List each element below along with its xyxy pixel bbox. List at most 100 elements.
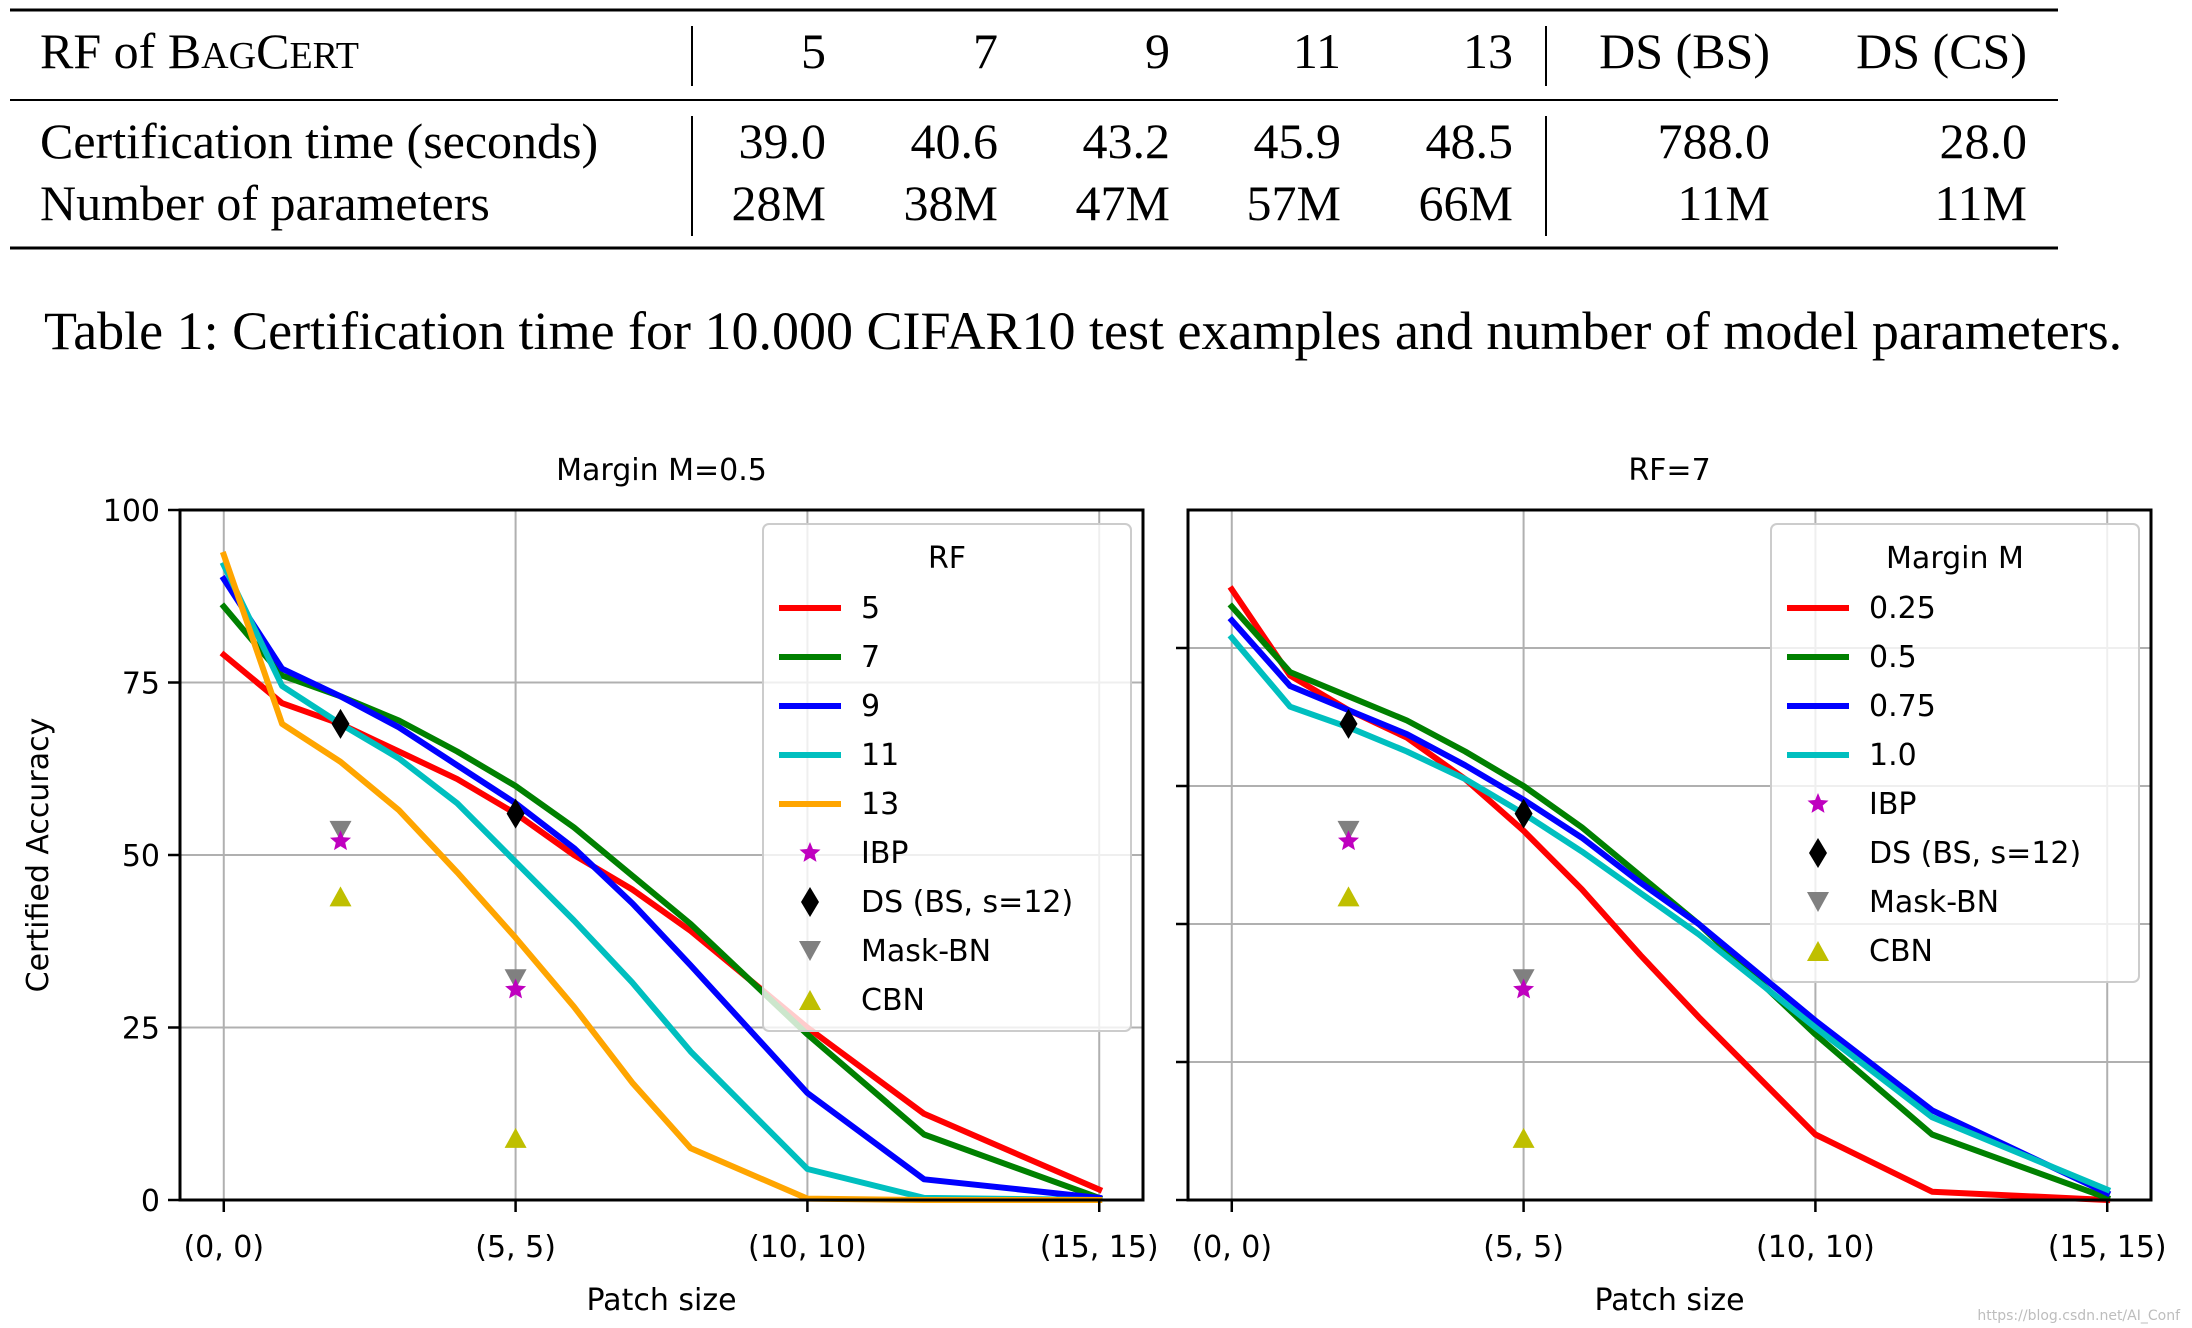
series-line-11 [219,561,1103,1204]
table-cell: 43.2 [1083,113,1171,169]
legend-label: CBN [1869,934,1933,969]
legend-ds-marker [801,887,819,917]
chart-title: RF=7 [1628,453,1710,488]
table-header-col: 11 [1293,23,1341,79]
table-header-col: 9 [1145,23,1170,79]
table-cell: 39.0 [739,113,827,169]
figure-plots: (0, 0) (5, 5) (10, 10) (15, 15) 0 25 50 75 100 Ma… [0,430,2192,1328]
table-cell: 47M [1076,175,1170,231]
y-axis-label: Certified Accuracy [21,718,56,993]
legend-label: 0.5 [1869,640,1917,675]
x-axis-label: Patch size [1594,1283,1744,1318]
legend-cbn-marker [799,990,821,1010]
table-cell: 57M [1247,175,1341,231]
legend-label: Mask-BN [1869,885,1999,920]
legend-label: 9 [861,689,880,724]
table-cell: 38M [904,175,998,231]
legend-label: 0.25 [1869,591,1936,626]
legend-label: 13 [861,787,899,822]
legend-label: 5 [861,591,880,626]
x-tick-label: (10, 10) [748,1230,867,1265]
legend-label: DS (BS, s=12) [861,885,1073,920]
table-cell: 28M [732,175,826,231]
table-caption: Table 1: Certification time for 10.000 C… [44,301,2123,361]
ibp-marker [1338,830,1359,851]
cbn-marker [504,1127,527,1148]
table-header-col: DS (BS) [1599,23,1770,79]
x-tick-label: (10, 10) [1756,1230,1875,1265]
legend-label: 7 [861,640,880,675]
table-row-label: Number of parameters [40,175,490,231]
x-tick-label: (0, 0) [183,1230,264,1265]
legend-label: Mask-BN [861,934,991,969]
plots-svg: (0, 0) (5, 5) (10, 10) (15, 15)0255075100Ma… [21,453,2167,1318]
table-header-label-smallcaps: B [168,23,201,79]
ds-marker [506,798,525,829]
table-svg: RF of BAGCERT 5 7 9 11 13 DS (BS) DS (CS) Certif… [10,8,2058,250]
y-tick-label: 0 [141,1184,160,1219]
ds-marker [1514,798,1533,829]
legend-ds-marker [1809,838,1827,868]
table-header-label-smallcaps: A [201,35,229,77]
table-cell: 40.6 [911,113,999,169]
legend-label: CBN [861,983,925,1018]
legend-box [762,523,1132,1032]
x-axis-label: Patch size [586,1283,736,1318]
legend-mask-bn-marker [1807,892,1829,912]
y-tick-label: 50 [122,839,160,874]
legend-title: RF [928,541,966,576]
chart-panel-2: (0, 0) (5, 5) (10, 10) (15, 15) RF=7 Patch si… [1176,453,2167,1318]
x-tick-label: (15, 15) [1040,1230,1159,1265]
legend-label: IBP [1869,787,1917,822]
table-header-label-smallcaps: T [336,35,359,77]
table-header-label: RF of BAGCERT [40,23,359,79]
legend-label: 11 [861,738,899,773]
table-cell: 66M [1419,175,1513,231]
results-table: RF of BAGCERT 5 7 9 11 13 DS (BS) DS (CS) Certif… [0,0,2192,420]
table-header-label-smallcaps: G [229,35,256,77]
table-cell: 48.5 [1426,113,1514,169]
ibp-marker [505,978,527,999]
ds-marker [1339,708,1358,739]
table-header-col: 5 [801,23,826,79]
series-line-0.5 [1227,602,2112,1202]
table-header-col: DS (CS) [1856,23,2027,79]
table-cell: 11M [1934,175,2027,231]
x-tick-label: (0, 0) [1191,1230,1272,1265]
legend: Margin M 0.25 0.5 0.75 1.0 IBP DS (BS, s=12) Ma… [1770,523,2140,983]
legend-label: DS (BS, s=12) [1869,836,2081,871]
series-line-9 [219,574,1103,1202]
ibp-marker [330,830,351,851]
series-line-1.0 [1227,633,2112,1194]
legend-label: IBP [861,836,909,871]
legend-label: 0.75 [1869,689,1936,724]
table-header-label-smallcaps: R [313,35,339,77]
axes-frame [1186,508,2153,1202]
legend-cbn-marker [1807,941,1829,961]
table-header-col: 7 [973,23,998,79]
legend-label: 1.0 [1869,738,1917,773]
ds-marker [331,708,350,739]
table-cell: 28.0 [1940,113,2028,169]
ibp-marker [1513,978,1535,999]
y-tick-label: 75 [122,667,160,702]
x-tick-label: (15, 15) [2048,1230,2167,1265]
chart-title: Margin M=0.5 [556,453,767,488]
table-cell: 45.9 [1254,113,1342,169]
legend-title: Margin M [1886,541,2024,576]
y-tick-label: 25 [122,1012,160,1047]
table-header-label-smallcaps: E [289,35,312,77]
table-header-label-smallcaps: C [256,23,289,79]
table-header-col: 13 [1463,23,1513,79]
watermark: https://blog.csdn.net/AI_Conf [1977,1308,2180,1324]
x-tick-label: (5, 5) [475,1230,556,1265]
table-cell: 788.0 [1658,113,1771,169]
legend-box [1770,523,2140,983]
cbn-marker [1512,1127,1535,1148]
table-header-label-main: RF of [40,23,168,79]
table-row-label: Certification time (seconds) [40,113,598,169]
x-tick-label: (5, 5) [1483,1230,1564,1265]
ibp-marker [1807,793,1829,813]
table-cell: 11M [1677,175,1770,231]
cbn-marker [329,886,352,907]
